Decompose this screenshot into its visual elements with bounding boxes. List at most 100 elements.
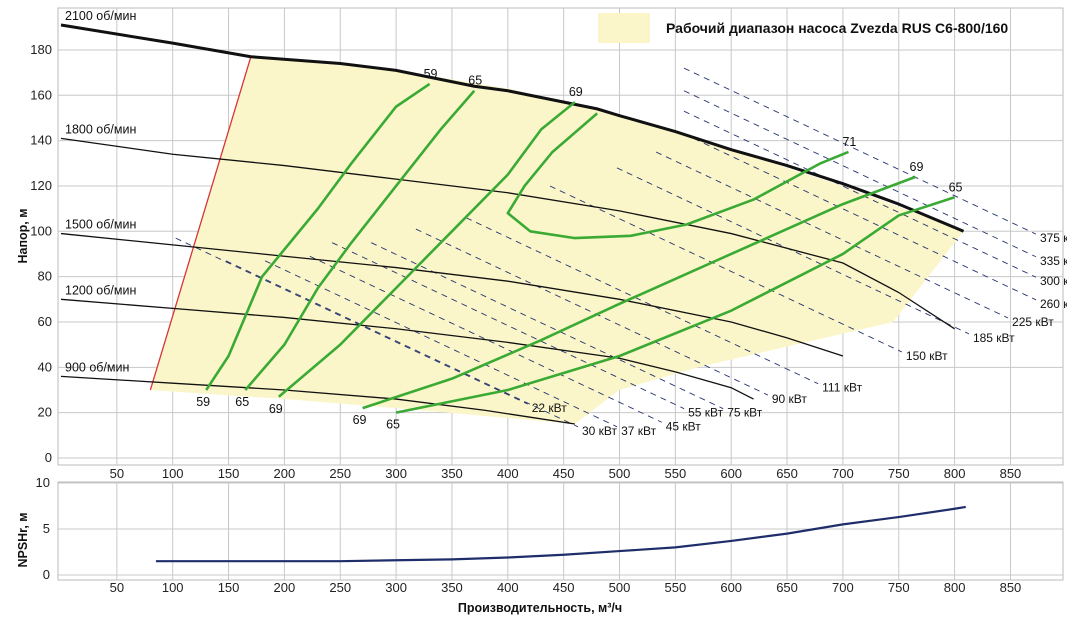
- power-line: [371, 242, 724, 410]
- speed-curve-label: 1500 об/мин: [65, 218, 136, 232]
- x-tick-label: 400: [497, 466, 519, 481]
- lower-plot-frame: [57, 481, 1064, 581]
- legend-label: Рабочий диапазон насоса Zvezda RUS С6-80…: [666, 20, 1008, 36]
- power-line-label: 335 кВт: [1040, 254, 1067, 268]
- y-axis-title-npsh: NPSHr, м: [16, 512, 30, 567]
- x-tick-label: 250: [329, 580, 351, 595]
- efficiency-label-bottom: 65: [235, 395, 249, 409]
- efficiency-label-bottom: 65: [386, 418, 400, 432]
- y-tick-label: 40: [38, 359, 52, 374]
- speed-curve: [60, 232, 844, 357]
- x-tick-label: 150: [218, 466, 240, 481]
- efficiency-label-top: 59: [424, 67, 438, 81]
- power-line: [655, 151, 1009, 319]
- power-line-label: 225 кВт: [1012, 315, 1054, 329]
- power-line: [683, 110, 1037, 278]
- y-tick-label: 100: [30, 223, 52, 238]
- speed-curve: [60, 137, 955, 330]
- power-line-label: 30 кВт: [582, 424, 618, 438]
- speed-curve-label: 1200 об/мин: [65, 283, 136, 297]
- efficiency-curve: [277, 101, 576, 398]
- power-line-label: 185 кВт: [973, 331, 1015, 345]
- x-tick-label: 100: [162, 466, 184, 481]
- speed-curve: [60, 375, 575, 425]
- y-tick-label: 140: [30, 133, 52, 148]
- x-axis-title: Производительность, м³/ч: [458, 601, 622, 615]
- power-line: [264, 260, 618, 428]
- legend: Рабочий диапазон насоса Zvezda RUS С6-80…: [598, 13, 1008, 43]
- power-line-label: 150 кВт: [906, 349, 948, 363]
- power-line: [331, 242, 685, 410]
- x-tick-label: 300: [385, 580, 407, 595]
- npsh-line: [155, 505, 966, 563]
- speed-curves: 2100 об/мин 1800 об/мин 1500 об/мин 1200 об…: [60, 9, 965, 425]
- power-line-label: 90 кВт: [772, 392, 808, 406]
- x-tick-label: 800: [944, 466, 966, 481]
- y-tick-label: 160: [30, 87, 52, 102]
- power-line-label: 260 кВт: [1040, 297, 1067, 311]
- efficiency-curve: [395, 196, 956, 414]
- x-tick-label: 50: [110, 580, 124, 595]
- power-line: [415, 228, 769, 396]
- npsh-curve: [155, 505, 966, 563]
- x-tick-label: 800: [944, 580, 966, 595]
- speed-curve-label: 900 об/мин: [65, 360, 129, 374]
- efficiency-label-top: 69: [569, 85, 583, 99]
- efficiency-curve: [205, 82, 431, 391]
- power-line: [683, 90, 1037, 258]
- x-tick-label: 700: [832, 466, 854, 481]
- x-tick-label: 700: [832, 580, 854, 595]
- efficiency-label-top: 65: [468, 74, 482, 88]
- y-tick-label: 60: [38, 314, 52, 329]
- efficiency-label-top: 71: [842, 135, 856, 149]
- x-tick-label: 150: [218, 580, 240, 595]
- power-line: [225, 260, 579, 428]
- x-tick-label: 600: [720, 580, 742, 595]
- power-line-label: 375 кВт: [1040, 231, 1067, 245]
- y-axis-title-head: Напор, м: [16, 209, 30, 264]
- x-tick-label: 600: [720, 466, 742, 481]
- y-tick-label: 80: [38, 269, 52, 284]
- speed-curve-label: 1800 об/мин: [65, 122, 136, 136]
- power-line-label: 45 кВт: [666, 419, 702, 433]
- y-tick-label: 0: [45, 450, 52, 465]
- efficiency-curve: [362, 175, 916, 410]
- x-tick-label: 750: [888, 580, 910, 595]
- x-tick-label: 350: [441, 466, 463, 481]
- power-line: [309, 255, 662, 423]
- efficiency-label-bottom: 59: [196, 395, 210, 409]
- x-tick-label: 550: [664, 466, 686, 481]
- y-tick-label: 180: [30, 42, 52, 57]
- y-tick-label: 0: [43, 567, 50, 582]
- y-tick-label: 20: [38, 405, 52, 420]
- y-tick-label: 120: [30, 178, 52, 193]
- x-tick-label: 850: [1000, 466, 1022, 481]
- efficiency-curve: [506, 112, 849, 240]
- x-tick-label: 650: [776, 466, 798, 481]
- power-line: [465, 217, 819, 385]
- power-line: [683, 133, 1037, 301]
- min-flow-line: [149, 56, 252, 391]
- speed-curve: [60, 23, 965, 233]
- power-line: [175, 237, 528, 405]
- x-tick-label: 200: [274, 580, 296, 595]
- legend-swatch: [598, 13, 650, 43]
- lower-chart-axes: 50 100 150 200 250 300 350 400 450 500 550 600 650 70…: [36, 475, 1022, 595]
- lower-chart-grid: [57, 481, 1064, 581]
- power-line-label: 37 кВт: [621, 424, 657, 438]
- x-tick-label: 500: [609, 466, 631, 481]
- power-line-label: 75 кВт: [727, 406, 763, 420]
- power-line-label: 55 кВт: [688, 406, 724, 420]
- x-tick-label: 650: [776, 580, 798, 595]
- efficiency-label-top: 65: [949, 180, 963, 194]
- y-tick-label: 5: [43, 521, 50, 536]
- speed-curve: [60, 298, 754, 400]
- x-tick-label: 50: [110, 466, 124, 481]
- power-line: [683, 67, 1037, 235]
- x-tick-label: 550: [664, 580, 686, 595]
- efficiency-label-top: 69: [910, 160, 924, 174]
- x-tick-label: 850: [1000, 580, 1022, 595]
- upper-chart-axes: 50 100 150 200 250 300 350 400 450 500 550 600 650 70…: [30, 42, 1021, 481]
